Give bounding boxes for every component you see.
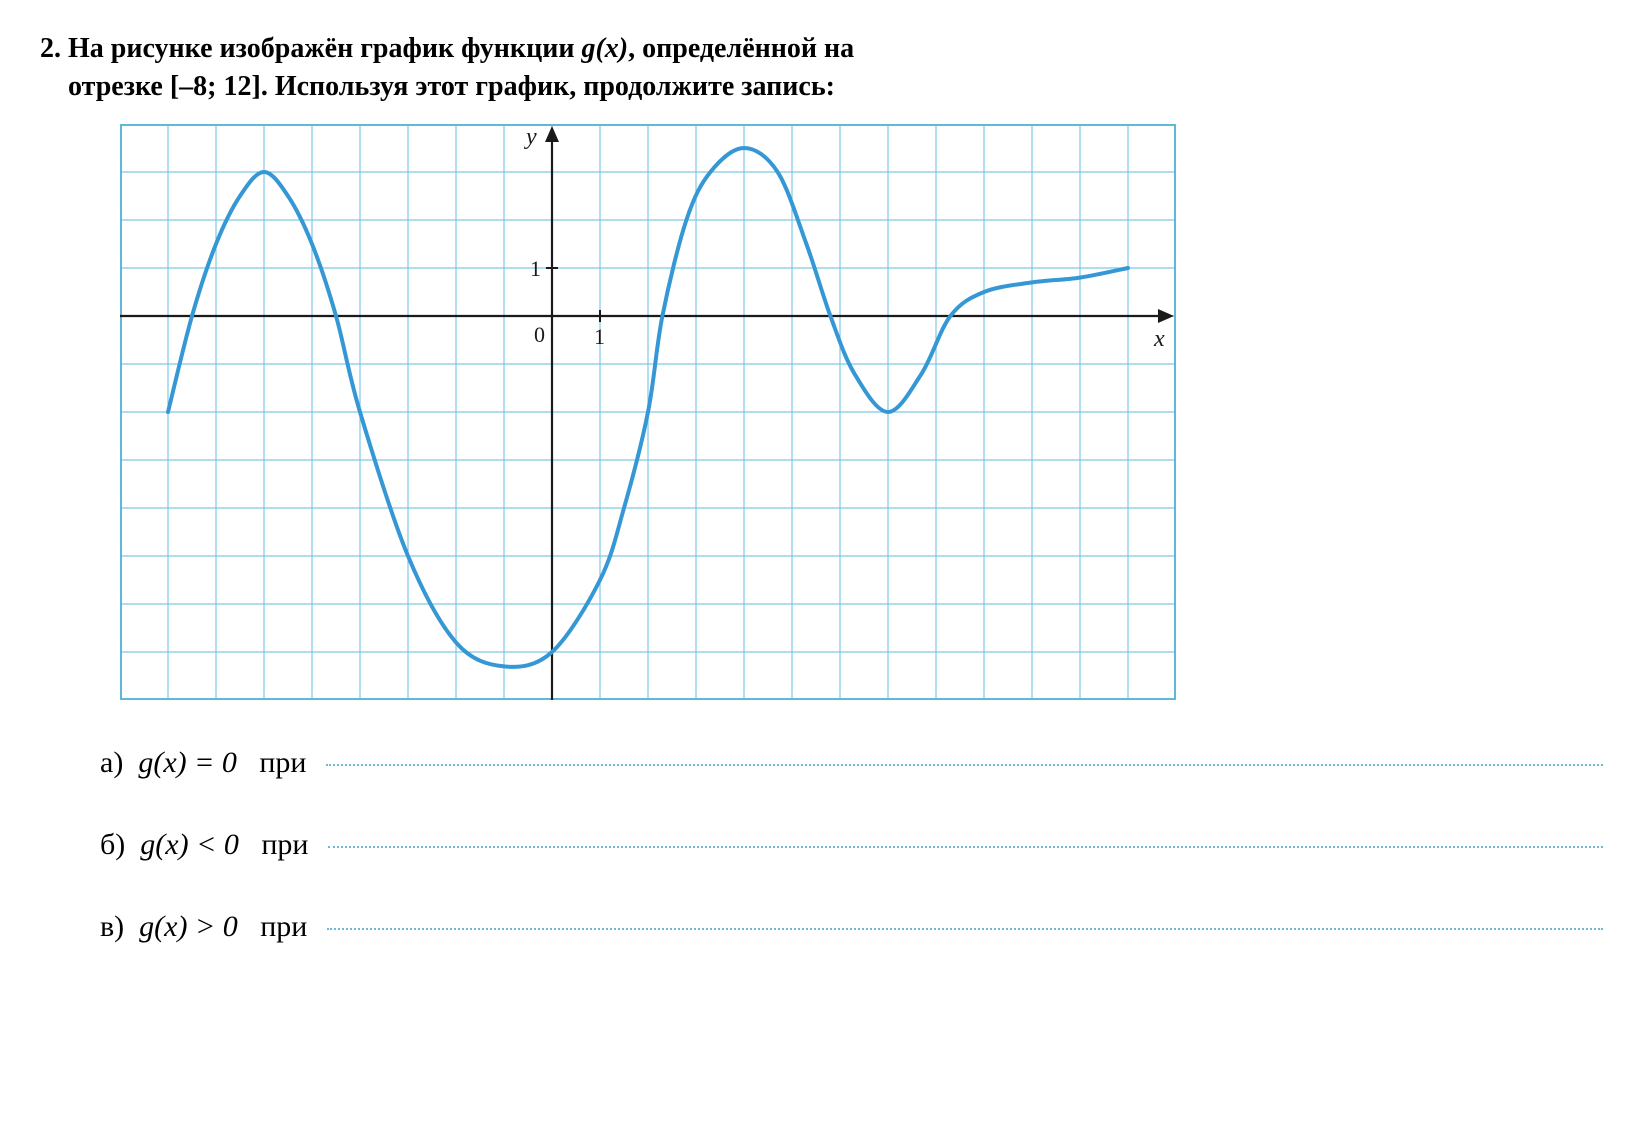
answer-pri-b: при bbox=[261, 828, 308, 861]
chart-container: 0 1 1 y x bbox=[120, 124, 1603, 700]
answer-row-a: а) g(x) = 0 при bbox=[100, 730, 1603, 796]
answer-eq-a: g(x) = 0 bbox=[138, 746, 237, 779]
problem-text-2a: отрезке bbox=[68, 71, 170, 102]
problem-statement: 2. На рисунке изображён график функции g… bbox=[40, 30, 1603, 106]
problem-text-1b: , определённой на bbox=[628, 33, 854, 64]
answer-blank-c bbox=[327, 898, 1603, 930]
answer-label-b: б) g(x) < 0 при bbox=[100, 812, 308, 878]
answer-eq-b: g(x) < 0 bbox=[140, 828, 239, 861]
answer-blank-a bbox=[326, 734, 1603, 766]
answer-label-a: а) g(x) = 0 при bbox=[100, 730, 306, 796]
svg-text:y: y bbox=[524, 124, 537, 150]
answer-pri-a: при bbox=[259, 746, 306, 779]
answer-pri-c: при bbox=[260, 910, 307, 943]
answer-blank-b bbox=[328, 816, 1603, 848]
answers-block: а) g(x) = 0 при б) g(x) < 0 при в) g(x) … bbox=[100, 730, 1603, 960]
answer-eq-c: g(x) > 0 bbox=[139, 910, 238, 943]
answer-row-c: в) g(x) > 0 при bbox=[100, 894, 1603, 960]
answer-letter-c: в) bbox=[100, 910, 124, 943]
answer-row-b: б) g(x) < 0 при bbox=[100, 812, 1603, 878]
interval: [–8; 12] bbox=[170, 71, 261, 102]
problem-text-2b: . Используя этот график, продолжите запи… bbox=[261, 71, 835, 102]
problem-text-1: На рисунке изображён график функции bbox=[68, 33, 581, 64]
svg-text:0: 0 bbox=[534, 322, 545, 347]
function-graph: 0 1 1 y x bbox=[120, 124, 1176, 700]
svg-text:1: 1 bbox=[530, 256, 541, 281]
svg-text:x: x bbox=[1153, 326, 1165, 352]
answer-letter-a: а) bbox=[100, 746, 123, 779]
problem-number: 2. bbox=[40, 33, 61, 64]
svg-text:1: 1 bbox=[594, 324, 605, 349]
answer-letter-b: б) bbox=[100, 828, 125, 861]
answer-label-c: в) g(x) > 0 при bbox=[100, 894, 307, 960]
fn-name: g(x) bbox=[581, 33, 628, 64]
